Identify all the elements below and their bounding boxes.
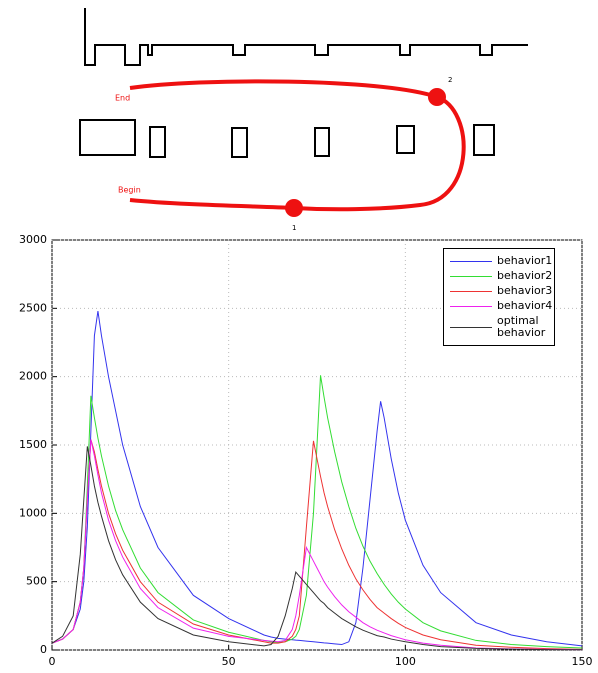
obstacle: [314, 127, 330, 157]
obstacle: [231, 127, 248, 158]
legend-label: behavior4: [497, 299, 553, 312]
track: [129, 79, 466, 212]
waypoint: [428, 88, 446, 106]
y-tick-label: 0: [40, 643, 47, 656]
legend: behavior1 behavior2 behavior3 behavior4 opti…: [443, 248, 555, 346]
y-tick-label: 1000: [19, 506, 47, 519]
begin-label: Begin: [118, 186, 141, 195]
obstacle: [473, 124, 495, 156]
x-tick-label: 150: [572, 655, 593, 668]
y-tick-label: 2500: [19, 301, 47, 314]
series-line: [51, 375, 583, 649]
point-label: 2: [448, 76, 452, 84]
obstacle: [396, 125, 415, 154]
legend-entry: behavior3: [444, 285, 554, 297]
end-label: End: [115, 94, 130, 103]
legend-entry: optimal behavior: [444, 315, 554, 339]
legend-label: behavior3: [497, 284, 553, 297]
legend-entry: behavior2: [444, 270, 554, 282]
y-tick-label: 3000: [19, 233, 47, 246]
obstacle: [79, 119, 136, 156]
legend-swatch: [450, 305, 492, 307]
point-label: 1: [292, 224, 296, 232]
series-line: [51, 439, 583, 651]
y-tick-label: 2000: [19, 370, 47, 383]
y-tick-label: 1500: [19, 438, 47, 451]
series-line: [51, 310, 583, 647]
legend-label: behavior2: [497, 269, 553, 282]
legend-swatch: [450, 260, 492, 262]
obstacle: [149, 126, 166, 158]
legend-swatch: [450, 290, 492, 292]
legend-label: behavior1: [497, 254, 553, 267]
x-tick-label: 100: [395, 655, 416, 668]
series-line: [51, 439, 583, 650]
x-tick-label: 0: [49, 655, 56, 668]
legend-label: optimal behavior: [497, 314, 546, 339]
waypoint: [285, 199, 303, 217]
y-tick-label: 500: [26, 575, 47, 588]
x-tick-label: 50: [222, 655, 236, 668]
legend-entry: behavior1: [444, 255, 554, 267]
legend-swatch: [450, 326, 492, 328]
series-line: [51, 446, 583, 651]
legend-entry: behavior4: [444, 300, 554, 312]
obstacles: [79, 119, 495, 158]
signal-line: [84, 8, 528, 66]
legend-swatch: [450, 275, 492, 277]
